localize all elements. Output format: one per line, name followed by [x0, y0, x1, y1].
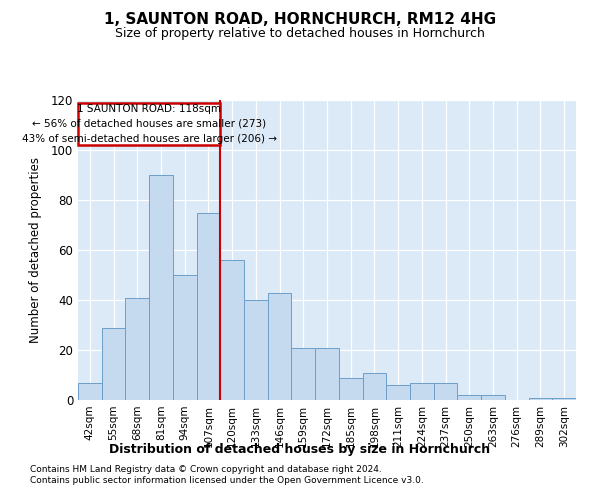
Bar [102, 328, 125, 400]
Bar [339, 378, 362, 400]
Bar [386, 385, 410, 400]
Bar [244, 300, 268, 400]
Bar [292, 348, 315, 400]
Bar [125, 298, 149, 400]
Y-axis label: Number of detached properties: Number of detached properties [29, 157, 43, 343]
Bar [362, 372, 386, 400]
Bar [481, 395, 505, 400]
Text: Contains public sector information licensed under the Open Government Licence v3: Contains public sector information licen… [30, 476, 424, 485]
Bar [197, 212, 220, 400]
Bar [410, 382, 434, 400]
Bar [315, 348, 339, 400]
Bar [434, 382, 457, 400]
Bar [457, 395, 481, 400]
Bar [78, 102, 220, 145]
Text: Distribution of detached houses by size in Hornchurch: Distribution of detached houses by size … [109, 442, 491, 456]
Bar [529, 398, 552, 400]
Bar [78, 382, 102, 400]
Bar [173, 275, 197, 400]
Bar [552, 398, 576, 400]
Bar [149, 175, 173, 400]
Bar [220, 260, 244, 400]
Text: 1 SAUNTON ROAD: 118sqm
← 56% of detached houses are smaller (273)
43% of semi-de: 1 SAUNTON ROAD: 118sqm ← 56% of detached… [22, 104, 277, 144]
Bar [268, 292, 292, 400]
Text: Size of property relative to detached houses in Hornchurch: Size of property relative to detached ho… [115, 28, 485, 40]
Text: Contains HM Land Registry data © Crown copyright and database right 2024.: Contains HM Land Registry data © Crown c… [30, 465, 382, 474]
Text: 1, SAUNTON ROAD, HORNCHURCH, RM12 4HG: 1, SAUNTON ROAD, HORNCHURCH, RM12 4HG [104, 12, 496, 28]
